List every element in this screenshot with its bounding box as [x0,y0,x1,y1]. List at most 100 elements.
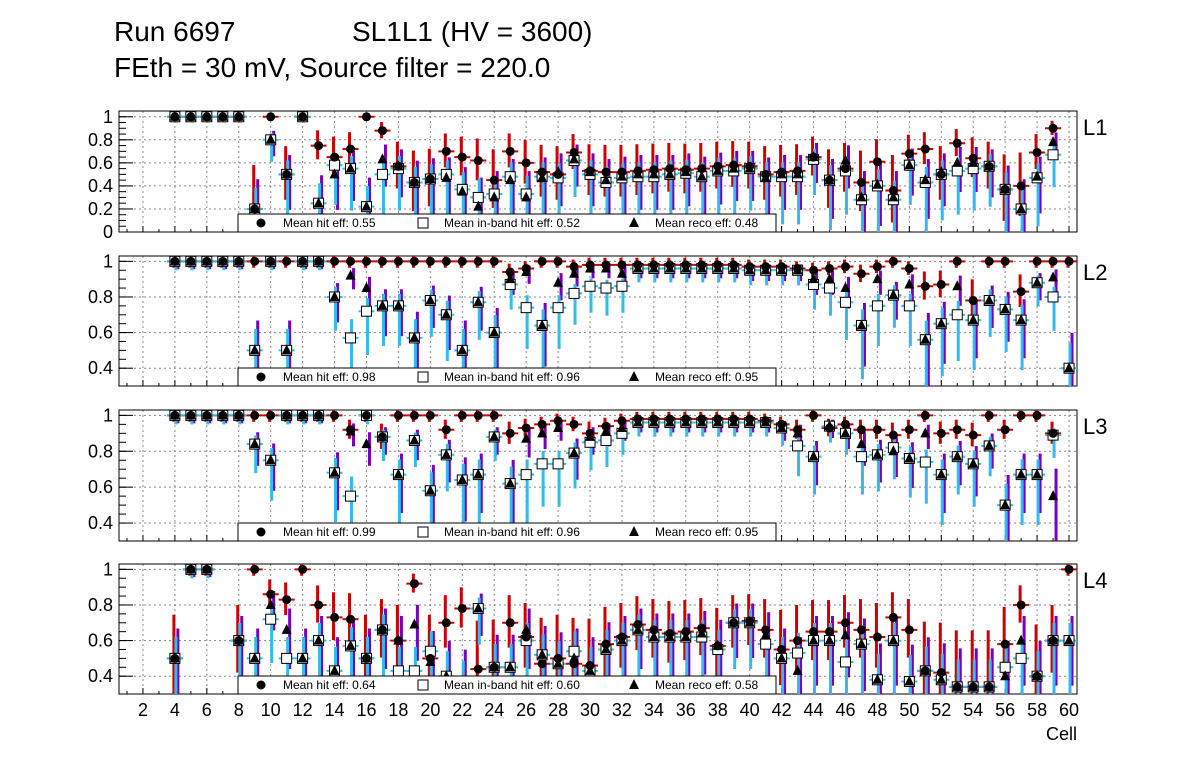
reco-marker [521,432,532,443]
reco-marker [249,438,260,449]
hit-marker [441,256,451,266]
title-block: Run 6697 SL1L1 (HV = 3600) FEth = 30 mV, … [114,14,593,86]
reco-marker [936,317,947,328]
reco-marker [537,319,548,330]
legend-reco-label: Mean reco eff: 0.95 [655,525,759,539]
hit-marker [729,618,739,628]
y-tick-label: 0.4 [88,666,113,686]
hit-marker [697,623,707,633]
hit-marker [1000,425,1010,435]
hit-marker [952,425,962,435]
inband-marker [919,456,931,468]
hit-marker [569,147,579,157]
hit-marker [377,256,387,266]
hit-marker [409,410,419,420]
hit-marker [457,410,467,420]
y-tick-label: 0.6 [88,631,113,651]
hit-marker [888,612,898,622]
reco-marker [1064,634,1075,645]
reco-marker [409,331,420,342]
hit-marker [601,421,611,431]
hit-marker [505,618,515,628]
reco-marker [505,477,516,488]
hit-marker [840,618,850,628]
hit-marker [521,158,531,168]
y-tick-label: 0.8 [88,595,113,615]
markers [169,409,1059,511]
x-tick-label: 44 [804,700,824,720]
hit-marker [1064,256,1074,266]
inband-marker [568,287,580,299]
inband-marker [345,332,357,344]
hit-marker [697,164,707,174]
hit-marker [1032,147,1042,157]
hit-marker [282,256,292,266]
reco-marker [537,171,548,182]
hit-marker [282,595,292,605]
hit-marker [633,260,643,270]
hit-marker [952,256,962,266]
reco-marker [521,623,532,634]
hit-marker [170,112,180,122]
hit-marker [793,636,803,646]
reco-marker [840,282,851,293]
hit-marker [218,256,228,266]
hit-marker [170,653,180,663]
hit-marker [489,175,499,185]
hit-marker [393,256,403,266]
reco-marker [856,638,867,649]
inband-marker [1015,652,1027,664]
y-tick-label: 1 [103,559,113,579]
hit-marker [761,262,771,272]
inband-marker [408,665,420,677]
reco-marker [457,185,468,196]
reco-marker [537,427,548,438]
hit-marker [186,410,196,420]
hit-marker [601,167,611,177]
hit-marker [1016,600,1026,610]
markers [169,110,1059,215]
y-tick-label: 1 [103,251,113,271]
hit-marker [250,564,260,574]
inband-marker [792,440,804,452]
reco-marker [776,652,787,663]
legend-box [237,675,777,695]
x-tick-label: 10 [261,700,281,720]
hit-marker [713,260,723,270]
x-tick-label: 18 [388,700,408,720]
reco-marker [1000,499,1011,510]
reco-marker [808,273,819,284]
reco-marker [313,197,324,208]
legend-reco-label: Mean reco eff: 0.95 [655,370,759,384]
layer-label-l1: L1 [1083,115,1107,140]
reco-marker [329,290,340,301]
hit-marker [218,112,228,122]
hit-marker [1048,636,1058,646]
reco-marker [664,168,675,179]
y-tick-label: 0.2 [88,199,113,219]
legend-hit-marker [256,680,266,690]
hit-marker [202,410,212,420]
x-tick-label: 60 [1059,700,1079,720]
hit-marker [250,410,260,420]
x-tick-label: 38 [708,700,728,720]
title-line-1: Run 6697 SL1L1 (HV = 3600) [114,14,593,50]
x-tick-label: 14 [325,700,345,720]
reco-marker [904,675,915,686]
inband-marker [600,282,612,294]
hit-marker [840,419,850,429]
reco-marker [696,170,707,181]
inband-marker [951,165,963,177]
markers [169,255,1075,374]
hit-marker [665,414,675,424]
hit-marker [250,256,260,266]
hit-marker [361,112,371,122]
hit-marker [553,416,563,426]
hit-marker [968,430,978,440]
legend-reco-marker [629,526,639,536]
legend-box [237,213,777,233]
hit-marker [346,256,356,266]
inband-marker [376,168,388,180]
hit-marker [681,627,691,637]
hit-marker [441,618,451,628]
